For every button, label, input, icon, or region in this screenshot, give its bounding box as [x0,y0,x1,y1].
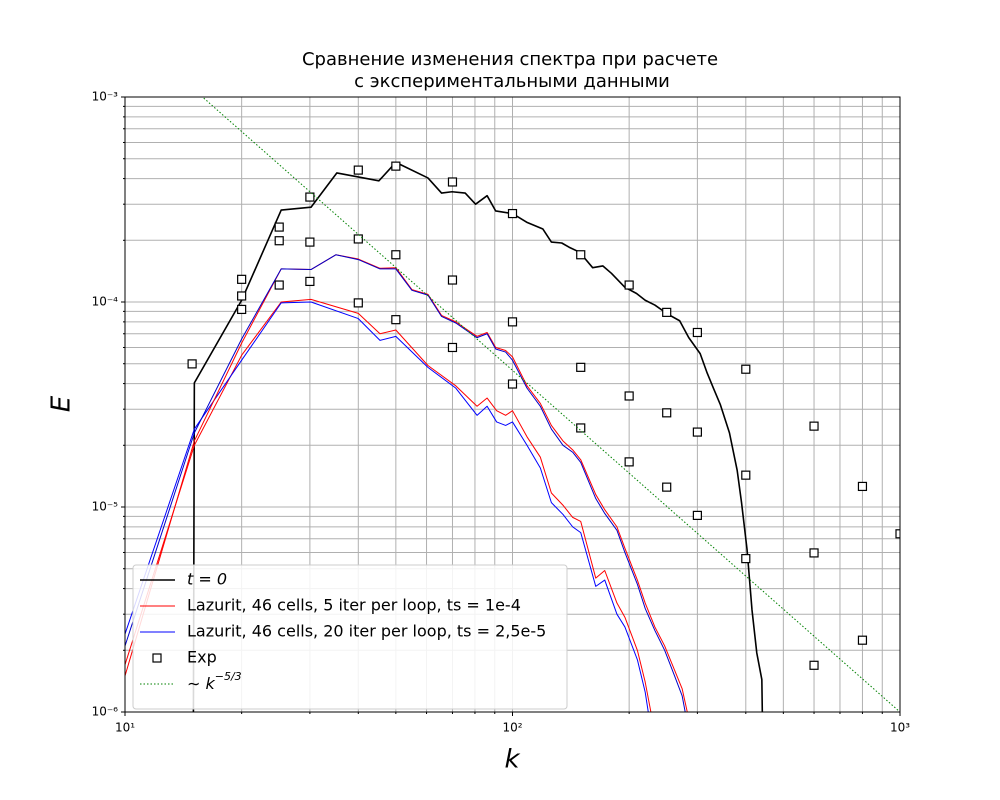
data-point [274,280,284,290]
data-point [662,307,672,317]
data-point [353,165,363,175]
data-point [507,317,518,327]
data-point [237,304,247,315]
data-point [305,237,315,247]
axes: 10¹ 10² 10³ 10⁻⁶ 10⁻⁵ 10⁻⁴ 10⁻³ [92,90,911,735]
legend-box [132,564,568,710]
data-point [447,177,458,187]
data-point [507,379,518,389]
series-line [192,161,764,712]
data-point [237,291,247,301]
data-point [692,427,702,437]
data-point [576,250,586,260]
data-point [507,208,518,219]
series-line [201,97,900,712]
data-point [624,457,634,467]
data-point [305,192,315,202]
x-axis-label: k [504,745,520,775]
data-point [624,391,634,401]
data-point [809,660,819,670]
legend-label: t = 0 [187,570,227,589]
y-tick-label: 10⁻⁵ [92,500,119,514]
legend-label: Lazurit, 46 cells, 20 iter per loop, ts … [187,622,546,641]
legend-label: Exp [187,648,217,667]
legend-label-base: ∼ k [187,674,215,693]
data-point [624,280,634,290]
x-tick-label: 10³ [890,721,910,735]
legend-marker [152,653,162,663]
data-point [741,470,751,480]
series-line [125,301,649,712]
chart-title: с экспериментальными данными [354,71,670,92]
data-point [274,236,284,246]
data-point [741,554,751,564]
data-point [809,421,819,431]
data-point [391,250,401,260]
data-point [391,315,401,325]
chart-title: Сравнение изменения спектра при расчете [302,49,718,70]
data-point [576,423,586,433]
data-point [353,234,363,244]
data-point [237,274,247,284]
data-point [353,298,363,308]
data-point [895,529,900,539]
y-axis-label: E [47,395,77,412]
data-point [692,510,702,520]
data-point [391,161,401,171]
series-line [125,254,686,712]
data-point [857,635,868,645]
y-tick-label: 10⁻³ [92,90,119,104]
data-point [857,481,868,492]
series-line [125,298,652,712]
data-point [305,276,315,287]
data-point [809,548,819,558]
x-tick-label: 10¹ [115,721,135,735]
data-point [187,359,197,369]
data-point [447,342,458,353]
data-point [662,408,672,418]
data-point [274,222,284,232]
legend-label: Lazurit, 46 cells, 5 iter per loop, ts =… [187,596,521,615]
data-point [662,482,672,492]
y-tick-label: 10⁻⁶ [92,705,119,719]
data-point [576,362,586,372]
y-tick-label: 10⁻⁴ [92,295,119,309]
plot-area [125,97,900,712]
data-point [692,327,702,338]
legend: t = 0 Lazurit, 46 cells, 5 iter per loop,… [132,564,568,710]
legend-label-exponent: −5/3 [215,670,242,683]
data-point [741,364,751,374]
legend-label: ∼ k−5/3 [187,670,242,693]
data-point [447,275,458,285]
x-tick-label: 10² [502,721,522,735]
